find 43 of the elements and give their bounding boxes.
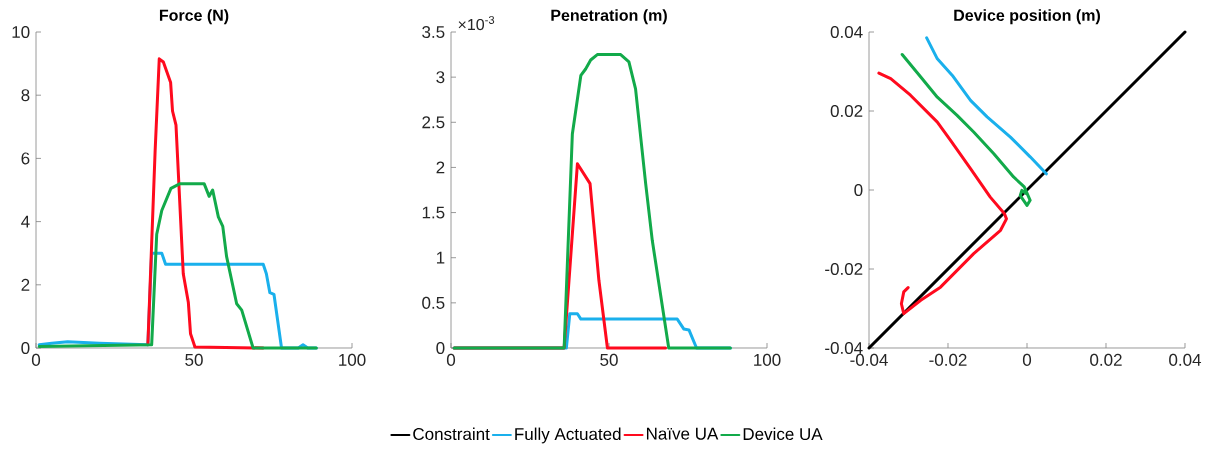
y-tick-label: 6 [21, 152, 30, 165]
y-tick-label: -0.02 [825, 262, 863, 276]
y-tick-label: 0.5 [422, 296, 445, 309]
line-series [900, 53, 1032, 207]
line-series [925, 36, 1048, 176]
legend-label: Constraint [413, 427, 490, 441]
y-tick-label: -0.04 [825, 341, 863, 355]
chart-title: Device position (m) [954, 9, 1100, 25]
x-tick-label: -0.02 [929, 353, 967, 366]
y-tick-label: 2.5 [422, 116, 445, 129]
x-tick-label: 0.02 [1090, 353, 1122, 366]
x-tick-label: 100 [339, 353, 366, 366]
y-tick-label: 8 [21, 89, 30, 102]
chart-title: Force (N) [159, 9, 229, 25]
y-tick-label: 0 [21, 341, 30, 355]
line-series [877, 71, 1008, 316]
line-series [37, 182, 318, 350]
legend-label: Naïve UA [646, 427, 719, 440]
y-tick-label: 2 [21, 278, 30, 291]
y-tick-label: 4 [21, 215, 30, 228]
x-tick-label: 50 [600, 353, 618, 366]
y-tick-label: 1.5 [422, 206, 445, 219]
y-tick-label: 0 [854, 183, 863, 197]
y-tick-label: 0.04 [830, 25, 863, 39]
x-tick-label: 0 [31, 353, 41, 366]
y-tick-label: 0 [436, 341, 445, 355]
y-tick-label: 1 [436, 251, 445, 264]
x-tick-label: -0.04 [850, 353, 888, 366]
y-tick-label: 3.5 [422, 25, 445, 39]
y-tick-label: 10 [12, 25, 30, 39]
line-series [452, 53, 732, 350]
y-tick-label: 2 [436, 161, 445, 174]
legend-label: Device UA [743, 427, 823, 441]
x-tick-label: 0 [446, 353, 456, 366]
x-tick-label: 0.04 [1169, 353, 1202, 366]
x-tick-label: 0 [1022, 353, 1032, 366]
chart-title: Penetration (m) [551, 9, 667, 25]
x-tick-label: 50 [185, 353, 203, 366]
y-tick-label: 0.02 [830, 104, 863, 118]
y-tick-label: 3 [436, 71, 445, 84]
text: ×10$^{-3}$ [458, 15, 495, 31]
legend-label: Fully Actuated [515, 427, 621, 444]
x-tick-label: 100 [754, 353, 781, 366]
